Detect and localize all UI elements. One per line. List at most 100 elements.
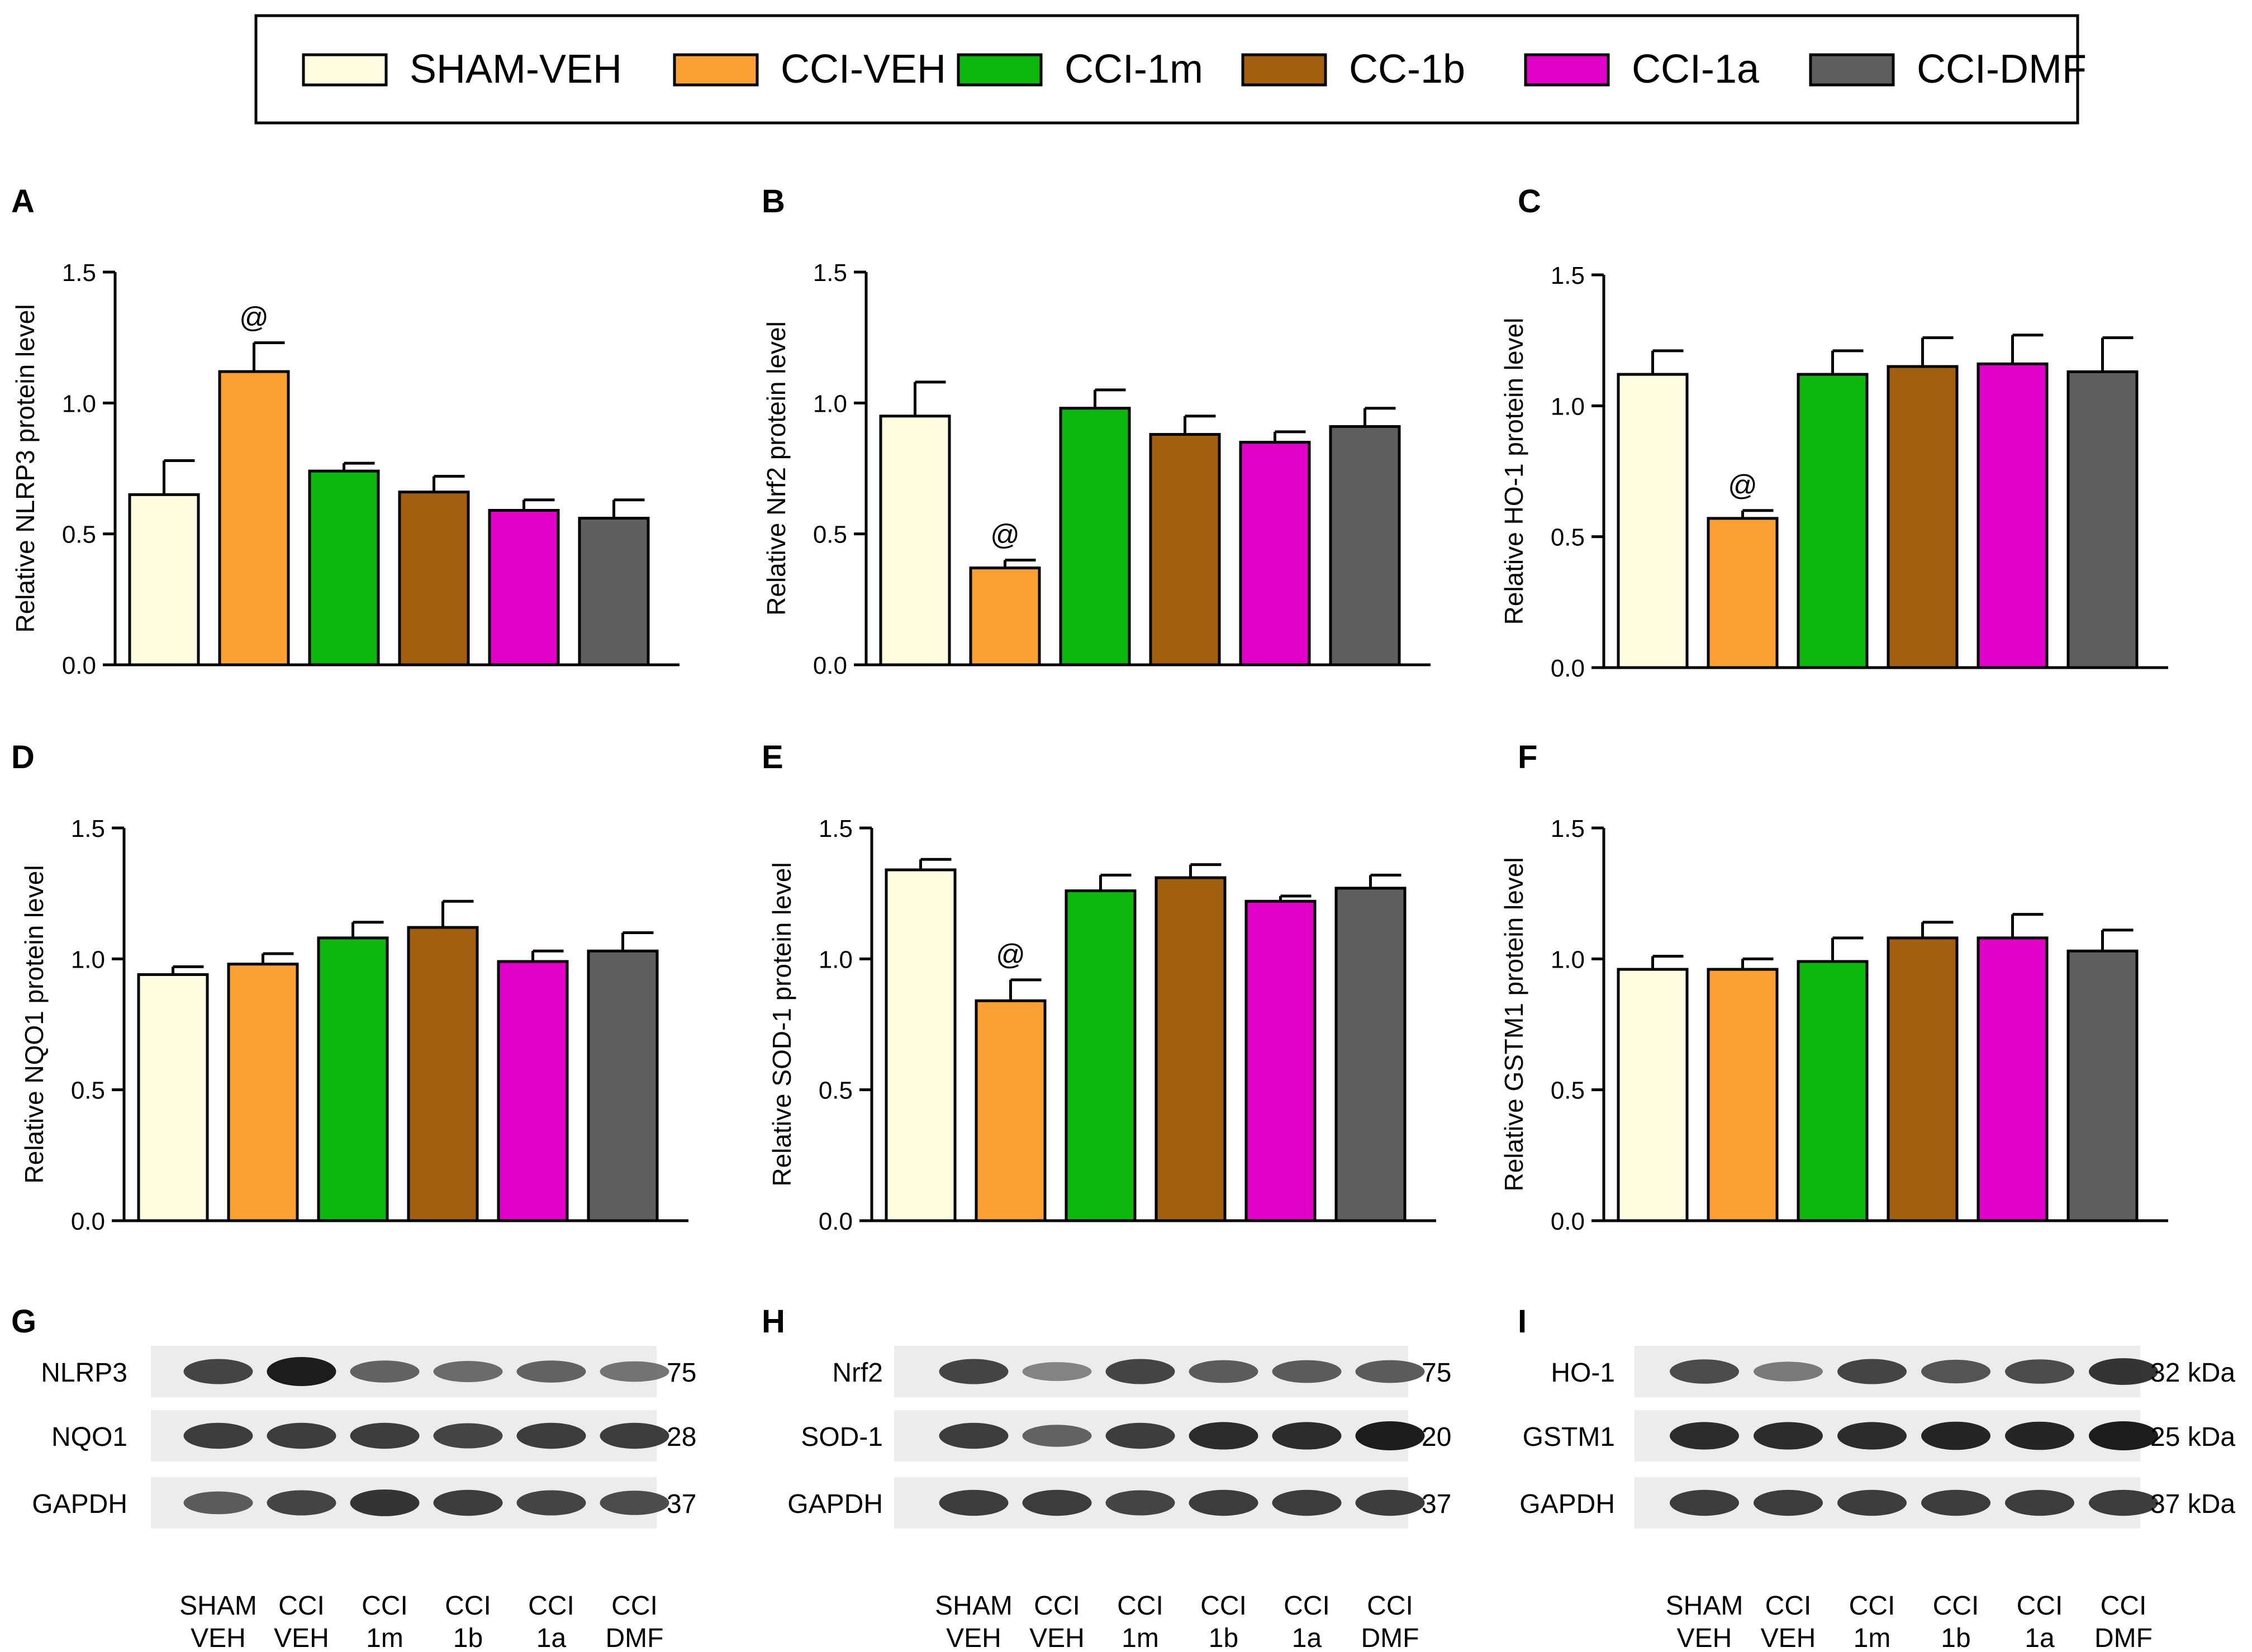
legend-label-4: CCI-1a <box>1632 47 1760 92</box>
y-axis-label: Relative GSTM1 protein level <box>1499 857 1528 1191</box>
y-tick-label: 1.5 <box>813 259 847 287</box>
y-tick-label: 1.0 <box>71 946 105 973</box>
y-tick-label: 1.0 <box>1551 393 1585 420</box>
lane-label-line1: CCI <box>445 1591 491 1621</box>
bar-B-3 <box>1149 433 1221 666</box>
protein-label: GAPDH <box>32 1489 127 1519</box>
blot-band <box>1754 1489 1823 1516</box>
lane-label-line1: CCI <box>1034 1591 1080 1621</box>
blot-band <box>1105 1359 1175 1384</box>
bar-E-2 <box>1065 889 1137 1222</box>
legend: SHAM-VEH CCI-VEH CCI-1m CC-1b CCI-1a CCI-DMF <box>254 14 2087 125</box>
blot-band <box>600 1491 669 1515</box>
blot-band <box>1272 1489 1342 1516</box>
y-axis-label: Relative Nrf2 protein level <box>762 321 791 616</box>
y-tick-label: 0.5 <box>819 1077 853 1104</box>
kda-label: 37 kDa <box>2150 1489 2235 1519</box>
y-tick-label: 0.5 <box>813 521 847 549</box>
bar-F-0 <box>1617 968 1689 1222</box>
legend-swatch-2 <box>957 53 1043 87</box>
bar-E-5 <box>1334 887 1407 1222</box>
y-tick-label: 0.0 <box>813 652 847 679</box>
bar-A-5 <box>578 517 650 666</box>
protein-label: GSTM1 <box>1523 1422 1615 1452</box>
panel-letter-A: A <box>11 183 35 220</box>
blot-band <box>267 1357 336 1386</box>
y-tick-label: 0.5 <box>1551 1077 1585 1104</box>
lane-label-line2: VEH <box>191 1624 246 1652</box>
blot-band <box>1022 1425 1092 1447</box>
panel-letter-C: C <box>1518 183 1541 220</box>
blot-band <box>1921 1359 1990 1384</box>
y-tick-label: 0.0 <box>62 652 96 679</box>
blot-band <box>1189 1422 1258 1450</box>
kda-label: 32 kDa <box>2150 1358 2235 1388</box>
legend-label-3: CC-1b <box>1349 47 1465 92</box>
blot-band <box>516 1360 586 1383</box>
blot-band <box>1189 1360 1258 1383</box>
bar-B-2 <box>1059 407 1131 666</box>
blot-row-nqo1: NQO1 28 <box>51 1410 696 1461</box>
y-tick-label: 1.5 <box>62 259 96 287</box>
blot-row-sod-1: SOD-1 20 <box>801 1410 1451 1461</box>
lane-label-line2: 1b <box>1209 1624 1238 1652</box>
chart-panel-E: E 0.0 0.5 1.0 1.5 Relative SOD-1 protein leve… <box>762 739 1436 1235</box>
protein-label: GAPDH <box>1519 1489 1615 1519</box>
blot-band <box>1272 1360 1342 1383</box>
lane-label-line1: CCI <box>1933 1591 1979 1621</box>
bar-A-1 <box>218 370 290 666</box>
chart-panel-A: A 0.0 0.5 1.0 1.5 Relative NLRP3 protein leve… <box>11 183 680 679</box>
lane-label-line2: VEH <box>946 1624 1001 1652</box>
blot-band <box>1837 1489 1907 1516</box>
lane-label-line2: 1m <box>366 1624 403 1652</box>
bar-F-5 <box>2066 949 2139 1222</box>
bar-C-3 <box>1887 365 1959 669</box>
bar-C-5 <box>2066 370 2139 669</box>
legend-swatch-3 <box>1241 53 1327 87</box>
y-axis-label: Relative NLRP3 protein level <box>11 304 40 632</box>
blot-row-gstm1: GSTM1 25 kDa <box>1523 1410 2235 1461</box>
blot-band <box>183 1359 253 1384</box>
protein-label: NLRP3 <box>41 1358 127 1388</box>
blot-band <box>2089 1358 2158 1385</box>
blot-band <box>1272 1422 1342 1450</box>
y-tick-label: 1.0 <box>813 390 847 417</box>
lane-label-line2: VEH <box>1029 1624 1085 1652</box>
bar-F-3 <box>1887 936 1959 1222</box>
bar-A-0 <box>128 493 200 666</box>
bar-E-0 <box>885 868 957 1222</box>
chart-panel-D: D 0.0 0.5 1.0 1.5 Relative NQO1 protein level <box>11 739 688 1235</box>
y-axis-label: Relative NQO1 protein level <box>20 865 49 1183</box>
y-tick-label: 0.5 <box>62 521 96 549</box>
blot-row-nlrp3: NLRP3 75 <box>41 1346 696 1397</box>
y-tick-label: 1.0 <box>62 390 96 417</box>
kda-label: 75 <box>1422 1358 1451 1388</box>
blot-band <box>1921 1489 1990 1516</box>
blot-band <box>433 1423 503 1449</box>
bar-F-2 <box>1797 960 1869 1222</box>
blot-band <box>1189 1489 1258 1516</box>
blot-band <box>1837 1422 1907 1450</box>
blot-band <box>1105 1490 1175 1516</box>
significance-marker: @ <box>996 939 1025 971</box>
bar-C-2 <box>1797 373 1869 669</box>
blot-row-gapdh: GAPDH 37 <box>32 1477 696 1529</box>
lane-label-line2: 1b <box>453 1624 483 1652</box>
legend-swatch-0 <box>302 53 388 87</box>
blot-band <box>600 1361 669 1382</box>
chart-panel-B: B 0.0 0.5 1.0 1.5 Relative Nrf2 protein level… <box>762 183 1431 679</box>
blot-row-nrf2: Nrf2 75 <box>832 1346 1451 1397</box>
kda-label: 37 <box>667 1489 696 1519</box>
y-tick-label: 0.0 <box>71 1208 105 1235</box>
lane-label-line1: CCI <box>1849 1591 1895 1621</box>
lane-label-line1: CCI <box>1765 1591 1812 1621</box>
blot-band <box>1670 1359 1739 1384</box>
blot-band <box>1355 1360 1425 1383</box>
blot-panel-I: I HO-1 32 kDa GSTM1 25 kDa GAPDH 37 kDa SHAM VEH… <box>1518 1303 2235 1652</box>
kda-label: 20 <box>1422 1422 1451 1452</box>
kda-label: 28 <box>667 1422 696 1452</box>
blot-band <box>1921 1421 1990 1450</box>
blot-band <box>1837 1359 1907 1384</box>
lane-label-line2: VEH <box>1761 1624 1816 1652</box>
